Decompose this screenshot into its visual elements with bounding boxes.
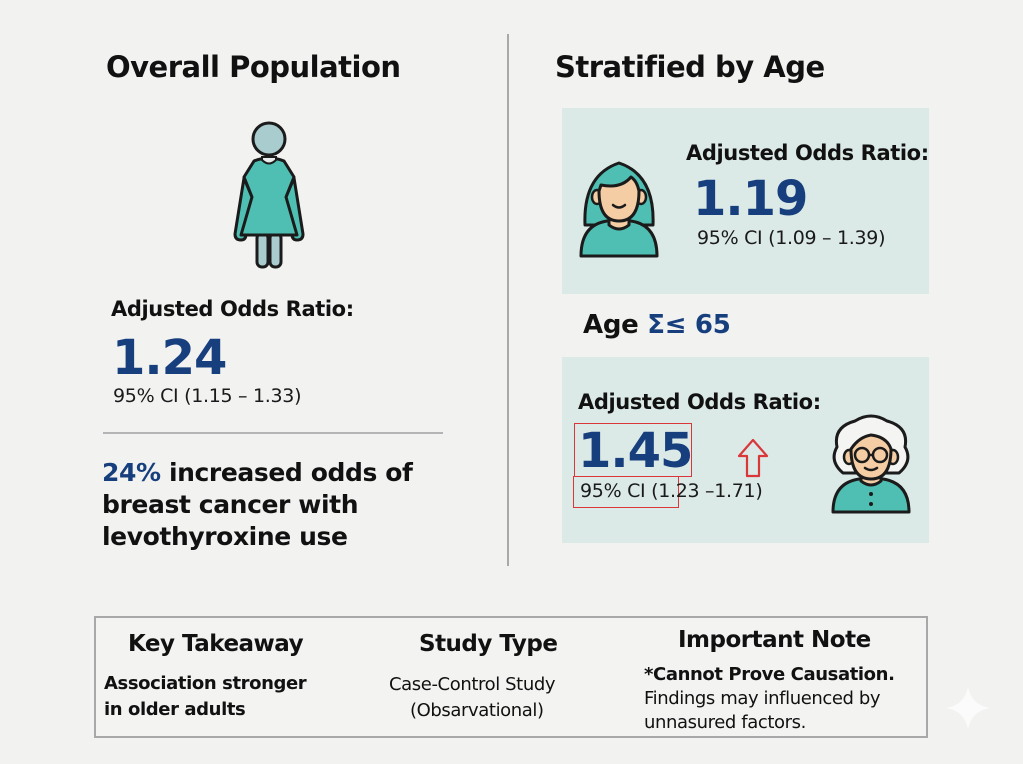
key-takeaway-line1: Association stronger (104, 673, 307, 694)
younger-aor-value: 1.19 (693, 171, 808, 227)
age-label-prefix: Age (583, 310, 639, 340)
older-woman-avatar-icon (829, 411, 913, 515)
overall-ci: 95% CI (1.15 – 1.33) (113, 385, 302, 407)
important-note-line1: *Cannot Prove Causation. (644, 664, 895, 685)
woman-figure-icon (232, 121, 306, 269)
important-note-line2: Findings may influenced by (644, 688, 881, 709)
left-divider (103, 432, 443, 434)
study-type-heading: Study Type (419, 631, 558, 657)
study-type-line1: Case-Control Study (389, 674, 556, 695)
older-aor-value: 1.45 (578, 423, 693, 479)
overall-population-title: Overall Population (106, 50, 401, 84)
older-ci: 95% CI (1.23 –1.71) (580, 480, 763, 502)
key-takeaway-line2: in older adults (104, 699, 246, 720)
younger-ci: 95% CI (1.09 – 1.39) (697, 227, 886, 249)
overall-aor-label: Adjusted Odds Ratio: (111, 297, 354, 321)
key-takeaway-heading: Key Takeaway (128, 631, 304, 657)
ci-highlight-box (573, 476, 679, 508)
important-note-line3: unnasured factors. (644, 712, 806, 733)
age-group-label: Age Σ≤ 65 (583, 310, 731, 340)
vertical-divider (507, 34, 509, 566)
important-note-heading: Important Note (678, 627, 871, 653)
statement-text: increased odds of breast cancer with lev… (102, 458, 413, 551)
age-label-threshold: Σ≤ 65 (647, 310, 731, 340)
statement-highlight: 24% (102, 458, 161, 487)
younger-aor-label: Adjusted Odds Ratio: (686, 141, 929, 165)
overall-statement: 24% increased odds of breast cancer with… (102, 457, 432, 553)
up-arrow-icon (737, 438, 769, 478)
stratified-title: Stratified by Age (555, 50, 825, 84)
young-woman-avatar-icon (577, 155, 661, 259)
study-type-line2: (Obsarvational) (410, 700, 544, 721)
older-aor-label: Adjusted Odds Ratio: (578, 390, 821, 414)
overall-aor-value: 1.24 (112, 330, 227, 386)
summary-footer (94, 616, 928, 738)
sparkle-icon (944, 684, 992, 732)
